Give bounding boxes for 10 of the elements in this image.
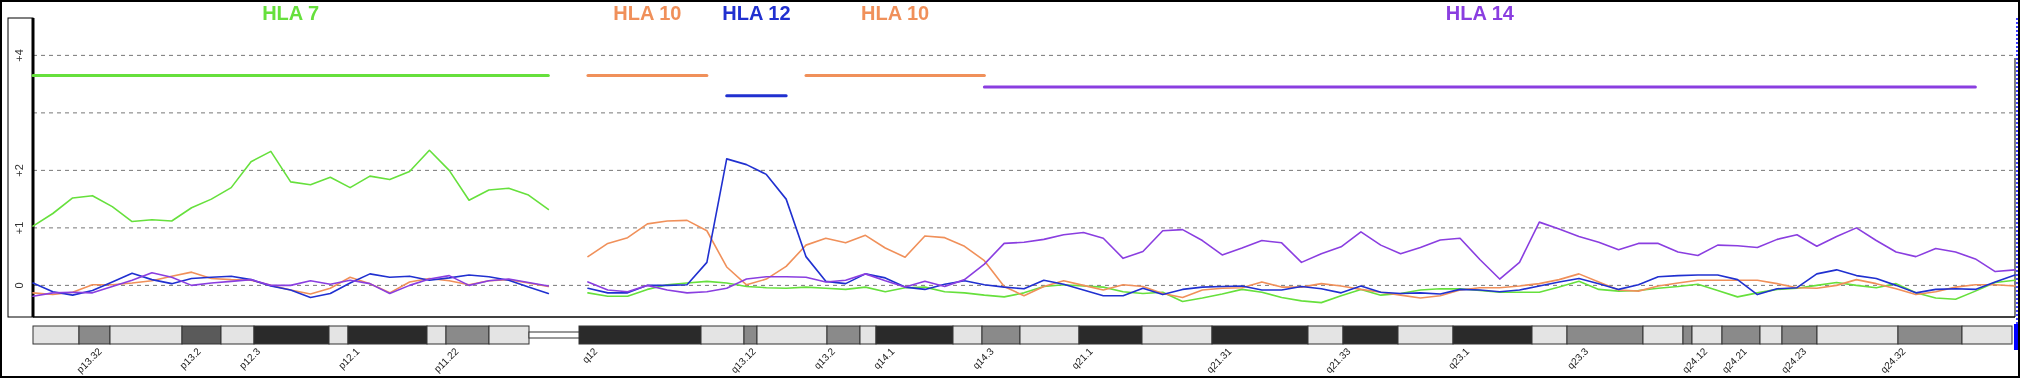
y-tick-label: +1 (12, 221, 25, 235)
text: HLA 10 (613, 2, 682, 24)
text: HLA 12 (722, 2, 791, 24)
text: HLA 14 (1445, 2, 1515, 24)
text: HLA 10 (861, 2, 930, 24)
x-tick-label: q12 (579, 345, 600, 366)
y-tick-label: +4 (12, 49, 25, 62)
y-tick-label: +2 (12, 164, 25, 177)
y-tick-label: 0 (12, 282, 25, 289)
text: HLA 7 (262, 2, 320, 24)
